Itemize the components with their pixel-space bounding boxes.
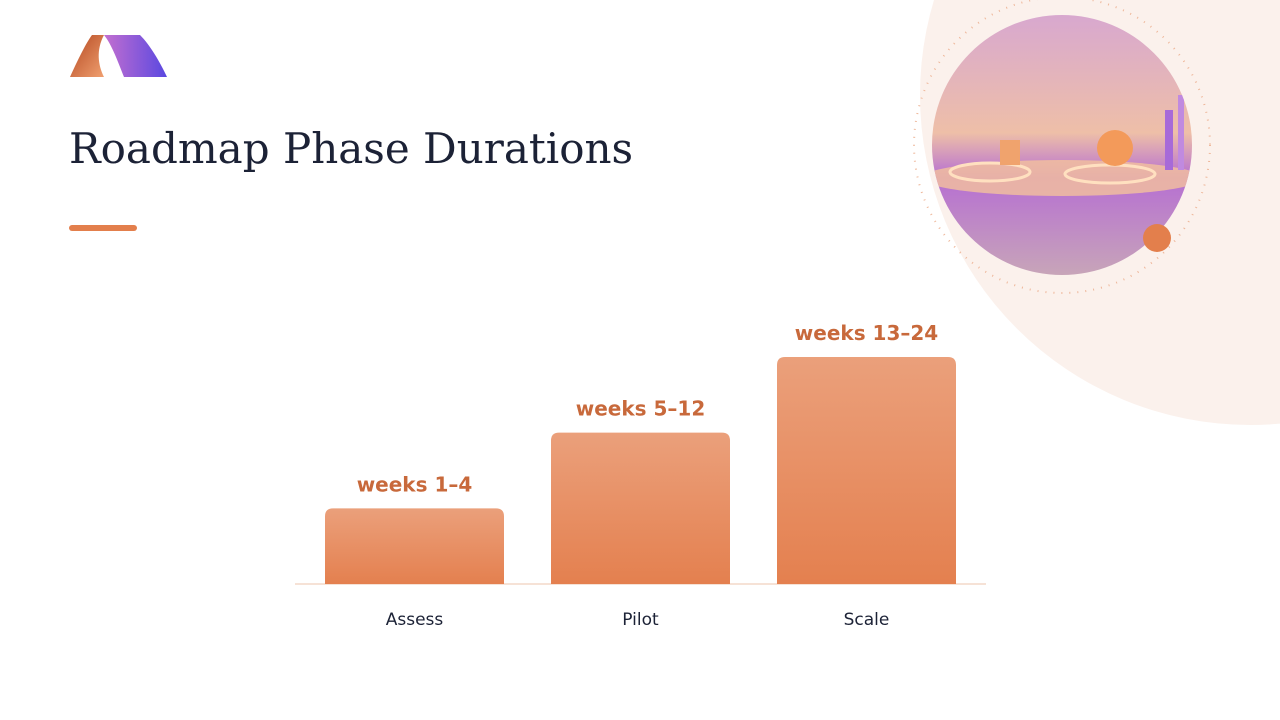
bar	[325, 508, 504, 584]
logo	[104, 35, 167, 77]
bar	[551, 432, 730, 584]
value-label: weeks 1–4	[357, 472, 473, 496]
x-tick-label: Pilot	[622, 610, 659, 630]
chart-title: Roadmap Phase Durations	[69, 124, 633, 173]
dotted-ring	[913, 0, 1211, 294]
value-label: weeks 13–24	[795, 321, 938, 345]
value-label: weeks 5–12	[576, 397, 706, 421]
logo	[70, 35, 104, 77]
title-rule	[69, 225, 137, 231]
x-tick-label: Assess	[386, 610, 444, 630]
x-tick-label: Scale	[844, 610, 890, 630]
accent-dot	[1143, 224, 1171, 252]
bar	[777, 357, 956, 584]
